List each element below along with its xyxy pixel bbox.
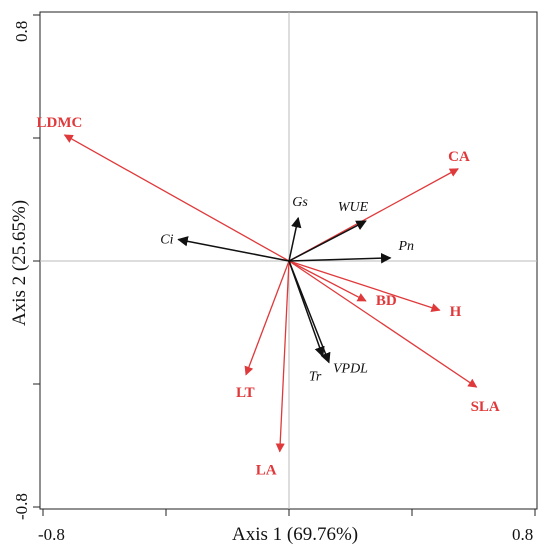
vector-label-la: LA <box>256 463 277 479</box>
vector-label-vpdl: VPDL <box>333 361 368 376</box>
vector-label-sla: SLA <box>471 399 500 415</box>
vector-arrow-h <box>288 260 441 312</box>
y-tick-label-max: 0.8 <box>12 21 31 42</box>
vector-arrow-la <box>275 260 290 453</box>
vector-label-bd: BD <box>376 293 397 309</box>
vector-arrow-bd <box>288 260 367 302</box>
vector-arrow-ldmc <box>63 134 290 262</box>
vector-label-ca: CA <box>448 149 470 165</box>
vector-label-layer: LDMC CA BD H SLA LT LA Gs WUE Ci Pn VPDL Tr <box>37 115 500 479</box>
y-axis-title: Axis 2 (25.65%) <box>9 200 30 326</box>
x-axis-title: Axis 1 (69.76%) <box>232 524 358 545</box>
x-tick-label-max: 0.8 <box>512 525 533 544</box>
vector-label-lt: LT <box>236 385 255 401</box>
vector-arrow-pn <box>288 252 392 264</box>
vector-arrow-tr <box>288 260 325 358</box>
y-tick-marks <box>33 14 40 508</box>
x-tick-marks <box>42 509 536 516</box>
vector-label-wue: WUE <box>338 200 369 215</box>
x-tick-label-min: -0.8 <box>38 525 65 544</box>
vector-label-ldmc: LDMC <box>37 115 83 131</box>
vector-label-h: H <box>450 304 462 320</box>
vector-layer <box>63 134 478 453</box>
vector-label-ci: Ci <box>160 232 173 247</box>
vector-label-gs: Gs <box>292 195 308 210</box>
vector-arrow-sla <box>288 260 478 388</box>
vector-arrow-ci <box>177 236 290 262</box>
vector-label-tr: Tr <box>309 369 322 384</box>
vector-label-pn: Pn <box>397 239 414 254</box>
vector-arrow-wue <box>288 220 367 262</box>
vector-arrow-gs <box>288 216 302 262</box>
y-tick-label-min: -0.8 <box>12 493 31 520</box>
vector-arrow-lt <box>244 260 290 376</box>
